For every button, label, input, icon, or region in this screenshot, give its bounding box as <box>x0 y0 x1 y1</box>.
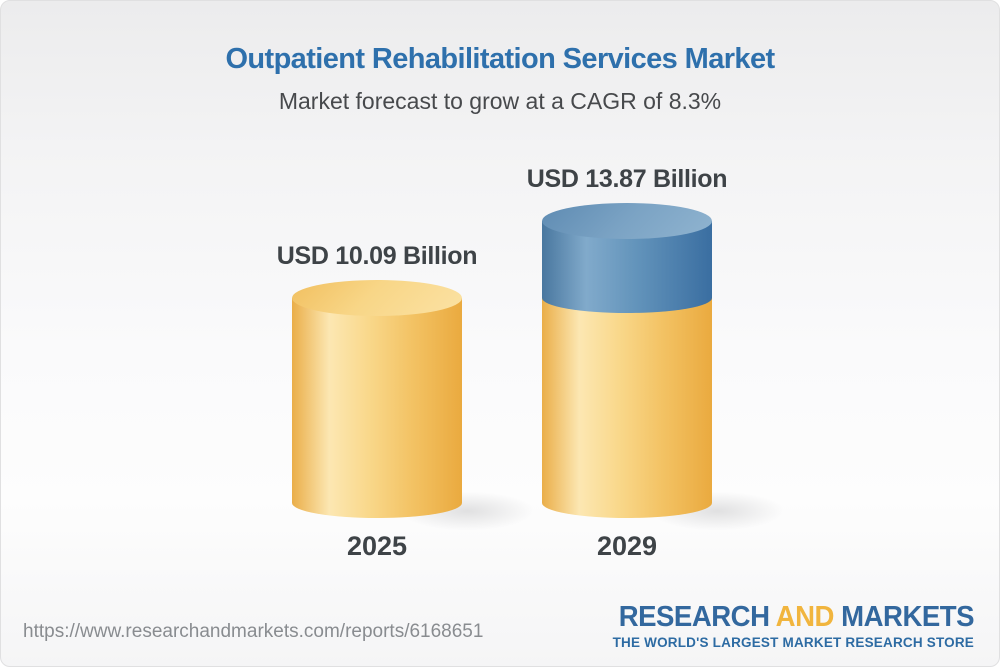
category-label-2029: 2029 <box>596 531 658 561</box>
brand-tagline: THE WORLD'S LARGEST MARKET RESEARCH STOR… <box>612 635 974 650</box>
logo-word-research: RESEARCH <box>618 601 770 633</box>
brand-logo-wordmark: RESEARCH AND MARKETS <box>618 601 975 634</box>
cylinder-2029 <box>542 203 712 518</box>
segment-base-2025 <box>292 298 462 518</box>
report-url[interactable]: https://www.researchandmarkets.com/repor… <box>23 621 484 642</box>
cylinder-2025 <box>292 280 462 518</box>
logo-word-markets: MARKETS <box>841 601 974 633</box>
cylinder-cap-2029 <box>542 203 712 239</box>
cylinder-cap-2025 <box>292 280 462 316</box>
category-label-2025: 2025 <box>346 531 408 561</box>
chart-subtitle: Market forecast to grow at a CAGR of 8.3… <box>278 88 722 114</box>
logo-word-and: AND <box>775 601 835 633</box>
brand-logo: RESEARCH AND MARKETS THE WORLD'S LARGEST… <box>600 601 975 650</box>
segment-base-2025 <box>542 298 712 518</box>
value-label-2029: USD 13.87 Billion <box>526 165 728 193</box>
value-label-2025: USD 10.09 Billion <box>276 242 478 270</box>
chart-title: Outpatient Rehabilitation Services Marke… <box>225 43 775 75</box>
